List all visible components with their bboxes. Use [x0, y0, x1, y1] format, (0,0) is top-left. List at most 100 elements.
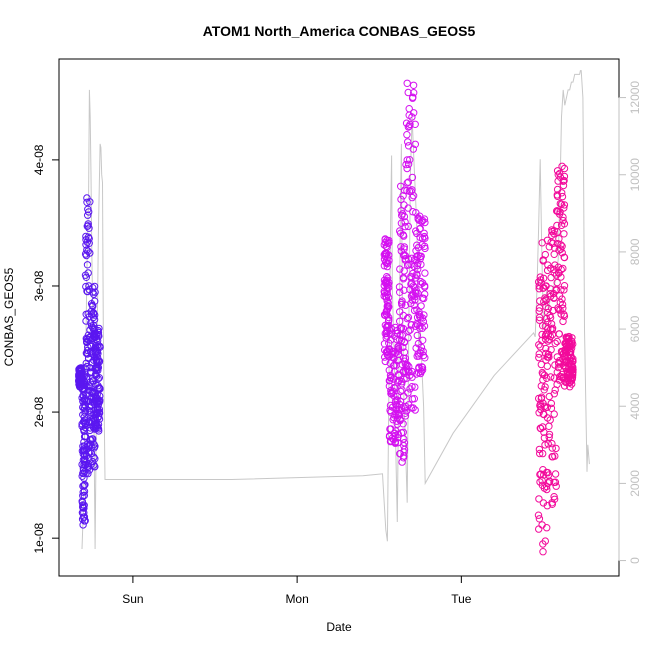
data-point [400, 448, 408, 456]
data-point [404, 222, 412, 231]
data-point [413, 321, 421, 329]
y2-tick-label: 2000 [628, 470, 642, 497]
data-point [560, 286, 568, 294]
data-point [535, 304, 544, 312]
data-point [417, 302, 425, 310]
data-point [568, 362, 576, 370]
data-point [413, 331, 421, 340]
data-point [557, 273, 565, 281]
data-point [543, 502, 551, 510]
data-point [555, 360, 563, 368]
data-point [402, 160, 410, 169]
data-point [558, 192, 567, 201]
data-point [559, 317, 567, 326]
data-point [404, 327, 413, 335]
data-point [412, 344, 420, 352]
data-point [404, 255, 413, 263]
data-point [392, 361, 400, 369]
data-point [91, 311, 99, 319]
data-point [547, 320, 556, 328]
data-point [550, 250, 558, 259]
data-point [417, 367, 426, 376]
data-point [413, 306, 421, 314]
data-point [88, 457, 97, 466]
data-point [391, 438, 400, 446]
data-point [399, 192, 407, 200]
y2-axis: 0 2000 4000 6000 8000 10000 12000 [618, 81, 642, 564]
data-point [543, 485, 551, 494]
data-point [411, 140, 419, 149]
data-point [548, 439, 556, 448]
data-point [559, 181, 568, 190]
data-point [406, 385, 414, 393]
data-point [400, 243, 408, 251]
data-point [78, 509, 87, 517]
data-point [561, 345, 570, 354]
data-point [547, 273, 555, 282]
data-point [85, 224, 93, 232]
data-point [559, 216, 567, 225]
data-point [548, 324, 557, 332]
data-point [417, 252, 425, 260]
data-point [418, 324, 426, 332]
data-point [550, 230, 558, 238]
data-point [405, 261, 413, 269]
data-point [557, 200, 566, 209]
y-tick-label: 1e-08 [32, 523, 46, 554]
y-tick-label: 2e-08 [32, 396, 46, 427]
data-point [81, 364, 90, 372]
data-point [92, 356, 101, 365]
data-point [410, 109, 418, 117]
data-point [416, 314, 425, 322]
data-point [386, 437, 395, 446]
data-point [545, 422, 553, 430]
data-point [381, 289, 389, 297]
data-point [95, 324, 103, 333]
data-point [543, 374, 551, 382]
series-1 [75, 194, 104, 529]
data-point [413, 270, 421, 278]
data-point [92, 336, 101, 344]
data-point [83, 261, 92, 269]
y2-tick-label: 8000 [628, 238, 642, 265]
data-point [80, 482, 88, 490]
data-point [414, 251, 422, 260]
data-point [86, 440, 95, 448]
data-point [415, 352, 423, 360]
data-point [545, 430, 554, 439]
data-point [380, 292, 388, 300]
data-point [556, 169, 564, 178]
data-point [536, 470, 544, 479]
data-point [93, 400, 101, 408]
data-point [395, 371, 403, 380]
data-point [553, 191, 561, 199]
data-point [545, 353, 553, 361]
data-point [413, 229, 421, 238]
data-point [559, 264, 567, 273]
data-point [545, 433, 553, 441]
data-point [95, 357, 104, 365]
data-point [406, 326, 414, 334]
data-point [553, 337, 561, 346]
data-point [90, 444, 99, 452]
data-point [412, 286, 420, 294]
series-3 [534, 162, 577, 556]
data-point [410, 89, 418, 97]
data-point [420, 215, 429, 223]
data-point [404, 88, 412, 97]
data-point [563, 369, 572, 378]
data-point [560, 253, 569, 262]
x-tick-label: Sun [122, 592, 143, 606]
data-point [388, 388, 396, 396]
data-point [385, 345, 394, 353]
data-point [397, 387, 405, 396]
data-point [535, 316, 544, 324]
data-point [420, 322, 429, 330]
data-point [383, 254, 391, 262]
data-point [79, 521, 87, 529]
data-point [418, 363, 427, 372]
data-point [82, 359, 91, 367]
data-point [534, 511, 543, 519]
data-point [547, 404, 556, 412]
data-point [551, 339, 559, 347]
